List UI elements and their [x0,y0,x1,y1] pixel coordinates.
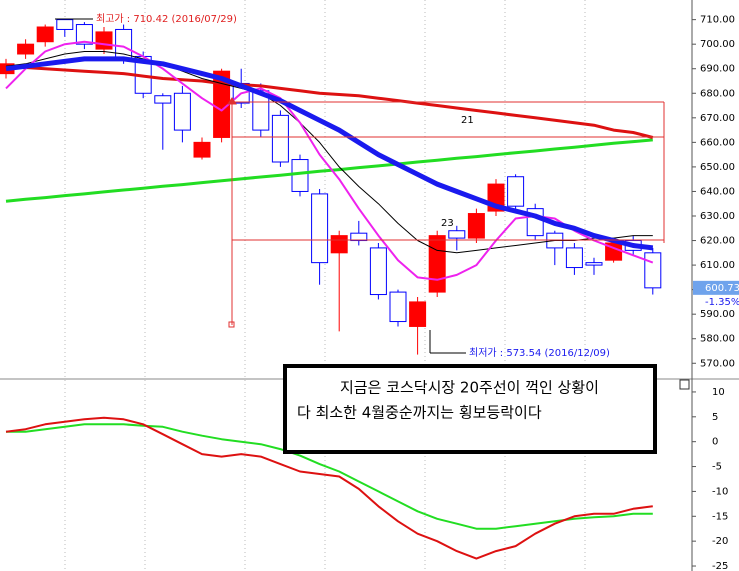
y-tick-label: 10 [712,387,725,398]
panel-button[interactable] [679,379,690,390]
candle-body [95,31,113,50]
annotation: 최고가 : 710.42 (2016/07/29) [96,13,237,25]
series-line [5,416,653,560]
y-tick-label: -10 [712,486,728,497]
candle-body [291,159,309,192]
series-line [5,56,654,251]
y-tick-label: 630.00 [700,211,735,222]
candle-body [17,43,35,55]
candle-body [173,92,191,131]
candle-body [448,230,466,239]
candle-body [565,247,583,269]
candle-body [585,262,603,266]
candle-body [36,26,54,43]
candle-body [271,114,289,163]
y-tick-label: 610.00 [700,260,735,271]
candle-body [428,235,446,293]
candle-body [330,235,348,254]
y-tick-label: 700.00 [700,39,735,50]
range-annotation [227,97,665,328]
note-box [283,364,657,454]
note-line: 지금은 코스닥시장 20주선이 꺽인 상황이 [340,379,599,397]
y-tick-label: 5 [712,412,718,423]
y-tick-label: 680.00 [700,88,735,99]
y-tick-label: -5 [712,462,722,473]
series-line [5,51,653,254]
y-tick-label: 640.00 [700,186,735,197]
y-tick-label: 670.00 [700,113,735,124]
y-tick-label: 660.00 [700,137,735,148]
change-label: -1.35% [705,297,739,308]
annotation: 23 [441,218,454,229]
y-tick-label: 0 [712,437,718,448]
last-price-box [693,280,739,295]
candle-body [154,95,172,104]
candle-body [56,19,74,30]
y-tick-label: 620.00 [700,236,735,247]
series-line [6,423,653,530]
candle-body [507,176,525,207]
candle-body [644,252,662,289]
candle-body [311,193,329,264]
candle-body [193,141,211,158]
y-tick-label: -25 [712,561,728,571]
candle-body [409,301,427,327]
y-tick-label: 590.00 [700,309,735,320]
y-tick-label: 650.00 [700,162,735,173]
y-tick-label: -15 [712,511,728,522]
candle-body [350,232,368,242]
note-line: 다 최소한 4월중순까지는 횡보등락이다 [297,404,542,422]
candle-body [75,24,93,45]
last-price-label: 600.73 [705,283,739,294]
candle-body [389,291,407,323]
y-tick-label: 710.00 [700,15,735,26]
candle-body [467,213,485,239]
series-line [5,138,653,203]
y-tick-label: 690.00 [700,64,735,75]
candle-body [369,247,387,296]
plot: 570.00580.00590.00600.00610.00620.00630.… [0,13,739,571]
series-line [5,64,654,139]
annotation: 21 [461,115,474,126]
annotation: 최저가 : 573.54 (2016/12/09) [469,347,610,359]
y-tick-label: -20 [712,536,728,547]
y-tick-label: 580.00 [700,334,735,345]
y-tick-label: 570.00 [700,358,735,369]
